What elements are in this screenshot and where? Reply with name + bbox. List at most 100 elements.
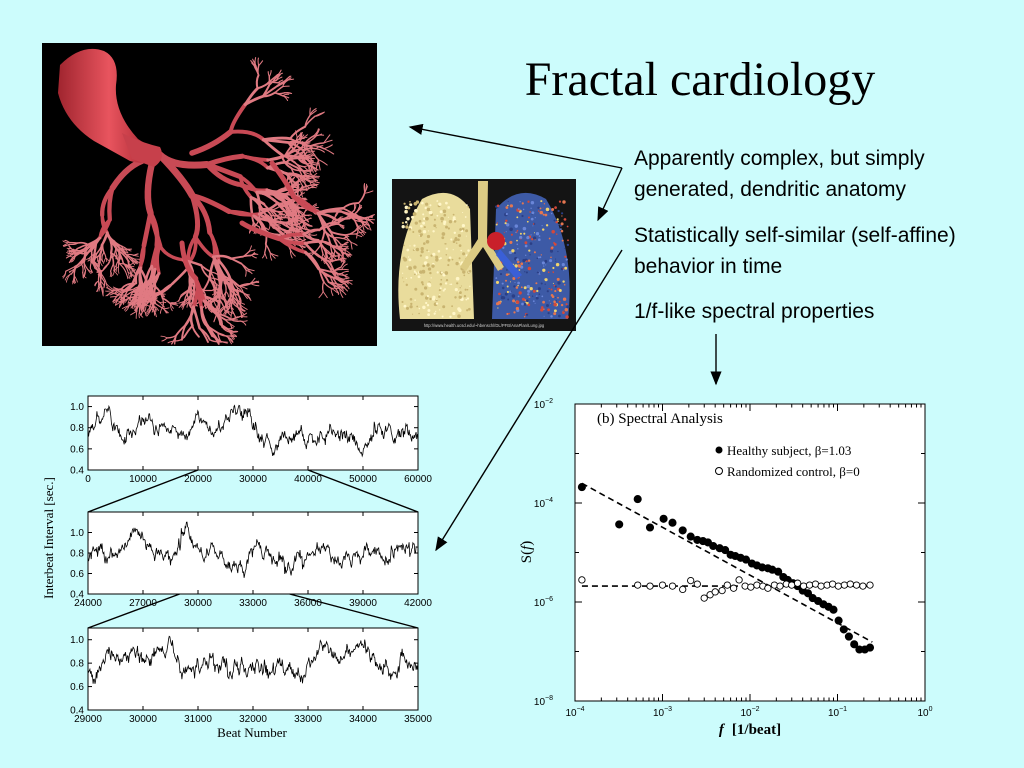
spec-y-axis-label: S(f) [519,541,535,564]
legend-label-randomized: Randomized control, β=0 [727,464,860,479]
spec-point-healthy [829,605,838,614]
spec-point-randomized [646,582,654,590]
ts-trace-2 [87,521,419,578]
spec-point-randomized [658,581,667,589]
ts-x-tick-label: 33000 [239,598,267,609]
spec-title: (b) Spectral Analysis [597,411,723,427]
spec-point-randomized [776,582,784,590]
arrow-to-heart [408,123,623,169]
spec-point-randomized [753,581,761,589]
ts-y-tick-label: 0.6 [70,682,84,693]
ts-x-tick-label: 50000 [349,474,377,485]
ts-x-tick-label: 27000 [129,598,157,609]
ts-y-axis-label: Interbeat Interval [sec.] [41,477,56,599]
spec-point-randomized [729,584,738,592]
heart-vasculature-image [42,43,377,346]
spec-point-randomized [817,582,825,590]
ts-x-tick-label: 30000 [129,714,157,725]
ts-y-tick-label: 0.8 [70,423,84,434]
spec-point-healthy [741,555,751,564]
slide-title: Fractal cardiology [524,53,876,106]
spec-point-healthy [633,495,642,504]
ts-x-tick-label: 30000 [184,598,212,609]
spec-point-healthy [615,520,624,529]
ts-y-tick-label: 1.0 [70,402,84,413]
ts-x-tick-label: 10000 [129,474,157,485]
ts-panel-2: 0.4 0.6 0.8 1.0 24000 27000 30000 33000 36000 390… [70,511,432,629]
ts-zoom-line-left [87,593,180,629]
legend-marker-randomized [715,467,723,475]
ts-y-tick-label: 0.8 [70,659,84,670]
spec-point-healthy [577,483,586,492]
spec-point-healthy [839,625,848,634]
arrow-to-lung [597,167,623,222]
spec-point-healthy [844,632,853,641]
spec-point-randomized [700,594,708,602]
spec-x-tick-label: 10−3 [653,706,672,719]
spec-point-randomized [747,583,755,591]
spec-point-randomized [668,582,677,590]
ts-x-tick-label: 0 [85,474,91,485]
spec-point-healthy [803,589,813,598]
spec-point-healthy [865,643,875,652]
ts-y-tick-label: 0.4 [70,706,84,717]
ts-y-tick-label: 0.6 [70,444,84,455]
ts-panel-frame [87,627,419,711]
spec-y-tick-label: 10−6 [534,596,553,609]
spec-x-tick-label: 10−4 [565,706,584,719]
spectral-analysis-chart: 10−4 10−3 10−2 10−1 100 10−2 10−4 10−6 10−8 (b) … [519,398,933,738]
spec-y-tick-label: 10−4 [534,497,553,510]
spec-point-healthy [668,518,677,527]
spec-point-randomized [834,582,842,590]
spec-point-healthy [645,523,655,532]
ts-zoom-line-right [289,593,419,629]
ts-panel-frame [87,395,419,471]
ts-x-tick-label: 33000 [294,714,322,725]
spec-y-tick-label: 10−8 [534,695,553,708]
spec-point-randomized [735,576,743,584]
spec-point-healthy [774,567,783,576]
spec-point-healthy [721,546,730,555]
bullet-dendritic-anatomy: Apparently complex, but simply generated… [634,147,925,201]
spec-point-healthy [678,526,687,535]
spec-x-tick-label: 100 [917,706,932,719]
ts-zoom-line-right [307,469,419,513]
ts-y-tick-label: 1.0 [70,528,84,539]
spec-point-randomized [578,576,586,584]
ts-zoom-line-left [87,469,199,513]
ts-panel-3: 0.4 0.6 0.8 1.0 29000 30000 31000 32000 33000 340… [70,627,432,725]
spec-point-randomized [852,581,861,589]
ts-x-tick-label: 34000 [349,714,377,725]
legend-label-healthy: Healthy subject, β=1.03 [727,443,851,458]
spec-x-axis-label: f [1/beat] [719,722,781,738]
spec-x-tick-label: 10−1 [828,706,847,719]
bullet-spectral: 1/f-like spectral properties [634,300,875,323]
ts-panel-1: 0.4 0.6 0.8 1.0 0 10000 20000 30000 40000 50000 60… [70,395,432,513]
spec-point-randomized [634,581,642,589]
ts-x-tick-label: 60000 [404,474,432,485]
ts-x-tick-label: 36000 [294,598,322,609]
ts-x-tick-label: 29000 [74,714,102,725]
spec-point-randomized [840,581,849,589]
spec-y-tick-label: 10−2 [534,398,553,411]
spec-point-randomized [788,581,796,589]
spec-point-randomized [687,576,695,585]
ts-y-tick-label: 0.4 [70,590,84,601]
spec-point-healthy [834,616,843,625]
spec-point-randomized [866,581,874,589]
ts-y-tick-label: 0.4 [70,466,84,477]
ts-trace-1 [87,404,419,458]
spec-point-randomized [799,582,808,590]
spec-point-healthy [686,532,695,541]
ts-x-tick-label: 31000 [184,714,212,725]
ts-x-tick-label: 42000 [404,598,432,609]
heartbeat-time-series-chart: 0.4 0.6 0.8 1.0 0 10000 20000 30000 40000 50000 60… [41,395,432,738]
spec-point-healthy [850,640,859,649]
lung-image-caption: http://www.health.ucsd.edu/~hbenschl/DL/… [424,323,545,328]
ts-y-tick-label: 1.0 [70,635,84,646]
bullet-self-similar: Statistically self-similar (self-affine)… [634,224,956,278]
spec-point-randomized [679,585,687,594]
ts-y-tick-label: 0.8 [70,549,84,560]
lung-cast-image: http://www.health.ucsd.edu/~hbenschl/DL/… [392,179,576,331]
ts-x-tick-label: 39000 [349,598,377,609]
